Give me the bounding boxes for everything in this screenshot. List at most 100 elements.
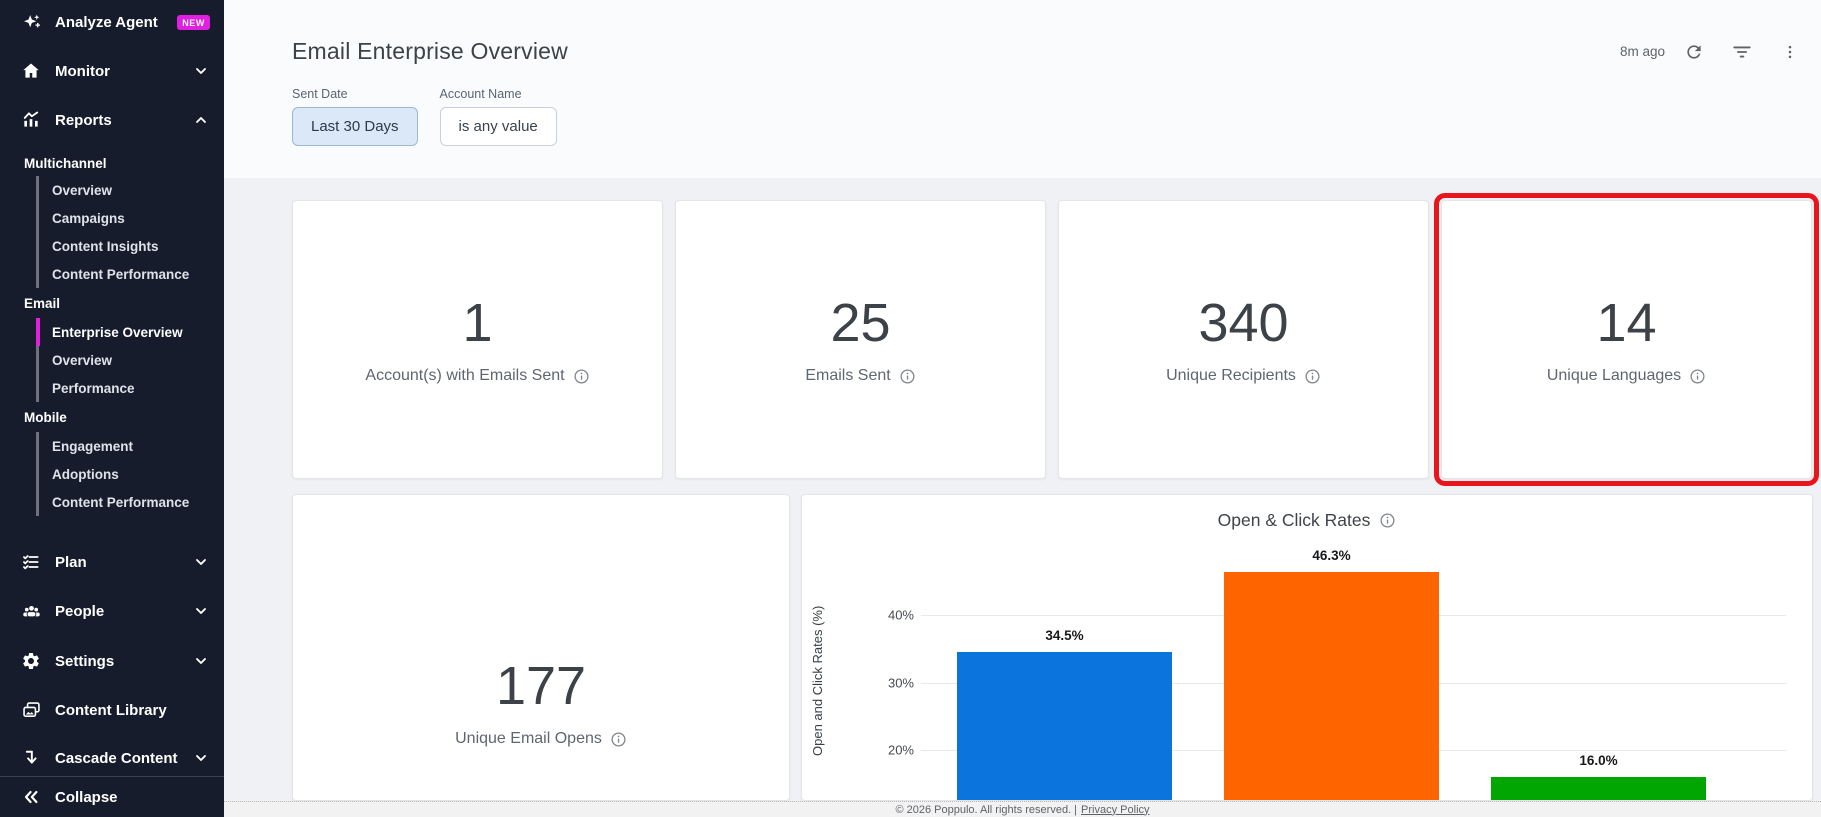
y-axis-tick-label: 40% (887, 607, 914, 623)
copyright-text: © 2026 Poppulo. All rights reserved. | (895, 803, 1078, 816)
sidebar-item-campaigns[interactable]: Campaigns (0, 204, 224, 232)
sidebar-item-adoptions[interactable]: Adoptions (0, 460, 224, 488)
info-icon[interactable] (1689, 368, 1706, 385)
chevron-down-icon (192, 652, 210, 670)
sent-date-filter-chip[interactable]: Last 30 Days (292, 107, 418, 146)
chart-bar[interactable] (1491, 777, 1706, 800)
kpi-label-text: Account(s) with Emails Sent (365, 367, 565, 385)
sidebar-item-label: Settings (55, 652, 115, 670)
page-title: Email Enterprise Overview (292, 38, 568, 64)
bar-value-label: 46.3% (1312, 548, 1351, 564)
last-refreshed-text: 8m ago (1619, 44, 1665, 59)
kpi-label: Unique Email Opens (455, 730, 627, 748)
y-axis-tick-label: 20% (887, 742, 914, 758)
chevron-down-icon (192, 553, 210, 571)
dashboard-controls: 8m ago (1620, 39, 1803, 65)
bar-value-label: 34.5% (1045, 628, 1084, 644)
sidebar-item-performance[interactable]: Performance (0, 374, 224, 402)
kpi-label-text: Unique Email Opens (455, 730, 602, 748)
main-content: Email Enterprise Overview 8m ago Sent Da… (224, 0, 1821, 817)
info-icon[interactable] (1304, 368, 1321, 385)
sidebar-item-overview[interactable]: Overview (0, 176, 224, 204)
kpi-card-row: 1 Account(s) with Emails Sent 25 Emails Sen… (292, 193, 1819, 486)
sidebar-item-engagement[interactable]: Engagement (0, 432, 224, 460)
footer: © 2026 Poppulo. All rights reserved. | P… (224, 801, 1821, 817)
media-library-icon (20, 699, 42, 721)
info-icon[interactable] (899, 368, 916, 385)
sidebar-item-content-insights[interactable]: Content Insights (0, 232, 224, 260)
sidebar-item-plan[interactable]: Plan (0, 544, 224, 580)
info-icon[interactable] (610, 731, 627, 748)
sidebar-item-label: Cascade Content (55, 749, 178, 767)
account-name-filter-chip[interactable]: is any value (439, 107, 557, 146)
sidebar-item-label: Plan (55, 553, 87, 571)
bar-value-label: 16.0% (1579, 753, 1618, 768)
sidebar-item-monitor[interactable]: Monitor (0, 53, 224, 89)
kpi-card-unique-recipients: 340 Unique Recipients (1058, 200, 1429, 479)
privacy-policy-link[interactable]: Privacy Policy (1081, 803, 1150, 816)
kpi-label-text: Unique Recipients (1166, 367, 1296, 385)
bar-chart-icon (20, 109, 42, 131)
chevron-up-icon (192, 111, 210, 129)
kpi-value: 25 (830, 292, 891, 353)
kpi-label-text: Unique Languages (1546, 367, 1682, 385)
filter-row: Sent Date Last 30 Days Account Name is a… (224, 65, 1821, 146)
kpi-value: 177 (495, 655, 587, 716)
sidebar-section-multichannel: Multichannel (24, 155, 107, 171)
collapse-icon (20, 787, 42, 807)
home-icon (20, 60, 42, 82)
kpi-label: Emails Sent (805, 367, 915, 385)
cascade-arrow-icon (20, 747, 42, 769)
sidebar-item-analyze-agent[interactable]: Analyze Agent NEW (0, 4, 224, 40)
kpi-label: Unique Languages (1547, 367, 1706, 385)
kpi-card-unique-languages: 14 Unique Languages (1434, 193, 1819, 486)
sidebar-item-label: People (55, 602, 105, 620)
checklist-icon (20, 551, 42, 573)
info-icon[interactable] (1379, 512, 1396, 529)
kpi-value: 340 (1198, 292, 1289, 353)
sidebar-item-settings[interactable]: Settings (0, 643, 224, 679)
kebab-menu-icon[interactable] (1777, 39, 1803, 65)
sidebar-item-people[interactable]: People (0, 593, 224, 629)
header-zone: Email Enterprise Overview 8m ago Sent Da… (224, 0, 1821, 178)
kpi-value: 14 (1596, 292, 1657, 353)
chart-bar[interactable] (1224, 572, 1439, 800)
reports-submenu: Multichannel Overview Campaigns Content Ins… (0, 138, 224, 516)
sidebar-top-items: Monitor Reports (0, 40, 224, 138)
gear-icon (20, 650, 42, 672)
sidebar-item-label: Monitor (55, 62, 110, 80)
kpi-label-text: Emails Sent (805, 367, 891, 385)
filter-icon[interactable] (1729, 39, 1755, 65)
chart-bar[interactable] (957, 652, 1172, 800)
sidebar-bottom-items: Plan People Settings Content Library Cascade… (0, 516, 224, 776)
kpi-card-emails-sent: 25 Emails Sent (675, 200, 1046, 479)
sidebar-item-content-performance[interactable]: Content Performance (0, 488, 224, 516)
kpi-card-account-s-with-emails-sent: 1 Account(s) with Emails Sent (292, 200, 663, 479)
new-badge: NEW (177, 14, 210, 30)
sidebar: Analyze Agent NEW Monitor Reports Multich… (0, 0, 224, 817)
chart-title-text: Open & Click Rates (1217, 510, 1371, 530)
info-icon[interactable] (573, 368, 590, 385)
sparkle-icon (20, 11, 42, 33)
sidebar-item-label: Reports (55, 111, 112, 129)
sidebar-item-enterprise-overview[interactable]: Enterprise Overview (0, 318, 224, 346)
bar-chart: 40% 30% 20% 34.5% 46.3% 16.0% Open and Click R… (802, 495, 1812, 800)
sidebar-item-overview[interactable]: Overview (0, 346, 224, 374)
sidebar-collapse-button[interactable]: Collapse (0, 776, 224, 817)
kpi-label: Account(s) with Emails Sent (365, 367, 589, 385)
sidebar-item-content-library[interactable]: Content Library (0, 692, 224, 728)
sidebar-item-label: Analyze Agent (55, 13, 158, 31)
y-axis-tick-label: 30% (887, 675, 914, 690)
sidebar-item-reports[interactable]: Reports (0, 102, 224, 138)
sidebar-item-content-performance[interactable]: Content Performance (0, 260, 224, 288)
filter-sent-date: Sent Date Last 30 Days (292, 87, 418, 146)
refresh-icon[interactable] (1681, 39, 1707, 65)
page-header: Email Enterprise Overview 8m ago (224, 0, 1821, 65)
people-icon (20, 600, 42, 622)
kpi-value: 1 (462, 292, 493, 353)
chart-title: Open & Click Rates (802, 510, 1812, 531)
open-click-rates-chart-card: 40% 30% 20% 34.5% 46.3% 16.0% Open and Click R… (801, 494, 1813, 801)
kpi-label: Unique Recipients (1166, 367, 1321, 385)
filter-label: Account Name (439, 87, 522, 101)
sidebar-item-cascade-content[interactable]: Cascade Content (0, 740, 224, 776)
